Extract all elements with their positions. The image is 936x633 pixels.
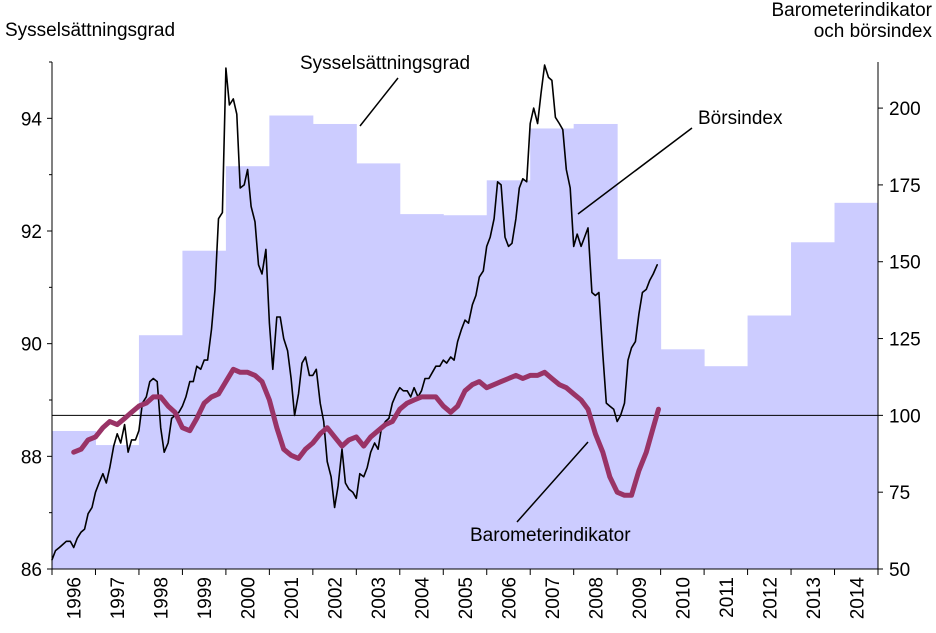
right-tick-label-100: 100	[889, 406, 921, 427]
right-tick-label-125: 125	[889, 330, 921, 351]
right-axis-title-line2: och börsindex	[813, 21, 932, 42]
x-tick-label-2009: 2009	[630, 577, 651, 619]
bar-2012	[747, 315, 792, 569]
employment-rate-bars	[52, 115, 879, 570]
left-tick-label-92: 92	[21, 222, 42, 243]
bar-2006	[486, 180, 531, 570]
right-tick-label-50: 50	[889, 560, 910, 581]
bar-2007	[530, 128, 575, 569]
annotation-borsindex: Börsindex	[698, 108, 783, 129]
x-tick-label-2011: 2011	[717, 577, 738, 618]
axes: 86 88 90 92 94 50 75 100 125 150 175 200 1996 1997 199…	[21, 61, 921, 620]
line-series	[51, 64, 661, 561]
leader-sysselsattningsgrad	[359, 77, 399, 127]
right-tick-label-200: 200	[889, 99, 921, 120]
x-tick-label-2003: 2003	[369, 577, 390, 619]
bar-1999	[182, 250, 227, 569]
right-tick-label-175: 175	[889, 176, 921, 197]
x-tick-label-2001: 2001	[282, 577, 303, 619]
x-tick-label-1998: 1998	[152, 577, 173, 619]
x-tick-label-2014: 2014	[847, 577, 868, 620]
x-tick-label-1996: 1996	[65, 577, 86, 619]
left-tick-label-90: 90	[21, 335, 42, 356]
x-tick-label-2010: 2010	[673, 577, 694, 619]
x-tick-label-2007: 2007	[543, 577, 564, 619]
annotation-leaders	[359, 77, 693, 523]
x-tick-label-2005: 2005	[456, 577, 477, 619]
bar-1998	[138, 335, 183, 569]
bar-2011	[704, 366, 749, 569]
annotation-barometerindikator: Barometerindikator	[470, 525, 631, 546]
bar-2008	[573, 123, 618, 569]
left-tick-label-88: 88	[21, 447, 42, 468]
x-tick-label-2012: 2012	[760, 577, 781, 619]
left-tick-label-94: 94	[21, 109, 43, 130]
left-axis-title: Sysselsättningsgrad	[5, 20, 176, 41]
borsindex-line	[51, 64, 659, 561]
bar-2014	[834, 202, 879, 570]
bar-2002	[312, 123, 357, 569]
x-tick-label-2006: 2006	[500, 577, 521, 619]
bar-2001	[269, 115, 314, 570]
x-tick-label-1999: 1999	[195, 577, 216, 619]
leader-borsindex	[577, 127, 693, 215]
x-tick-label-2008: 2008	[586, 577, 607, 619]
right-tick-label-150: 150	[889, 253, 921, 274]
x-tick-label-2004: 2004	[413, 577, 434, 620]
annotation-sysselsattningsgrad: Sysselsättningsgrad	[300, 53, 470, 74]
x-tick-label-2002: 2002	[326, 577, 347, 619]
bar-2013	[791, 242, 836, 569]
right-axis-title: Barometerindikator och börsindex	[771, 0, 932, 42]
x-tick-label-2000: 2000	[239, 577, 260, 619]
bar-2003	[356, 163, 401, 569]
right-axis-title-line1: Barometerindikator	[771, 0, 932, 21]
bar-1997	[95, 445, 140, 569]
x-tick-label-2013: 2013	[804, 577, 825, 619]
barometerindikator-line	[71, 366, 661, 498]
bar-2010	[660, 349, 705, 569]
left-tick-label-86: 86	[21, 560, 42, 581]
right-tick-label-75: 75	[889, 483, 910, 504]
x-tick-label-1997: 1997	[108, 577, 129, 619]
leader-barometerindikator	[516, 441, 589, 523]
